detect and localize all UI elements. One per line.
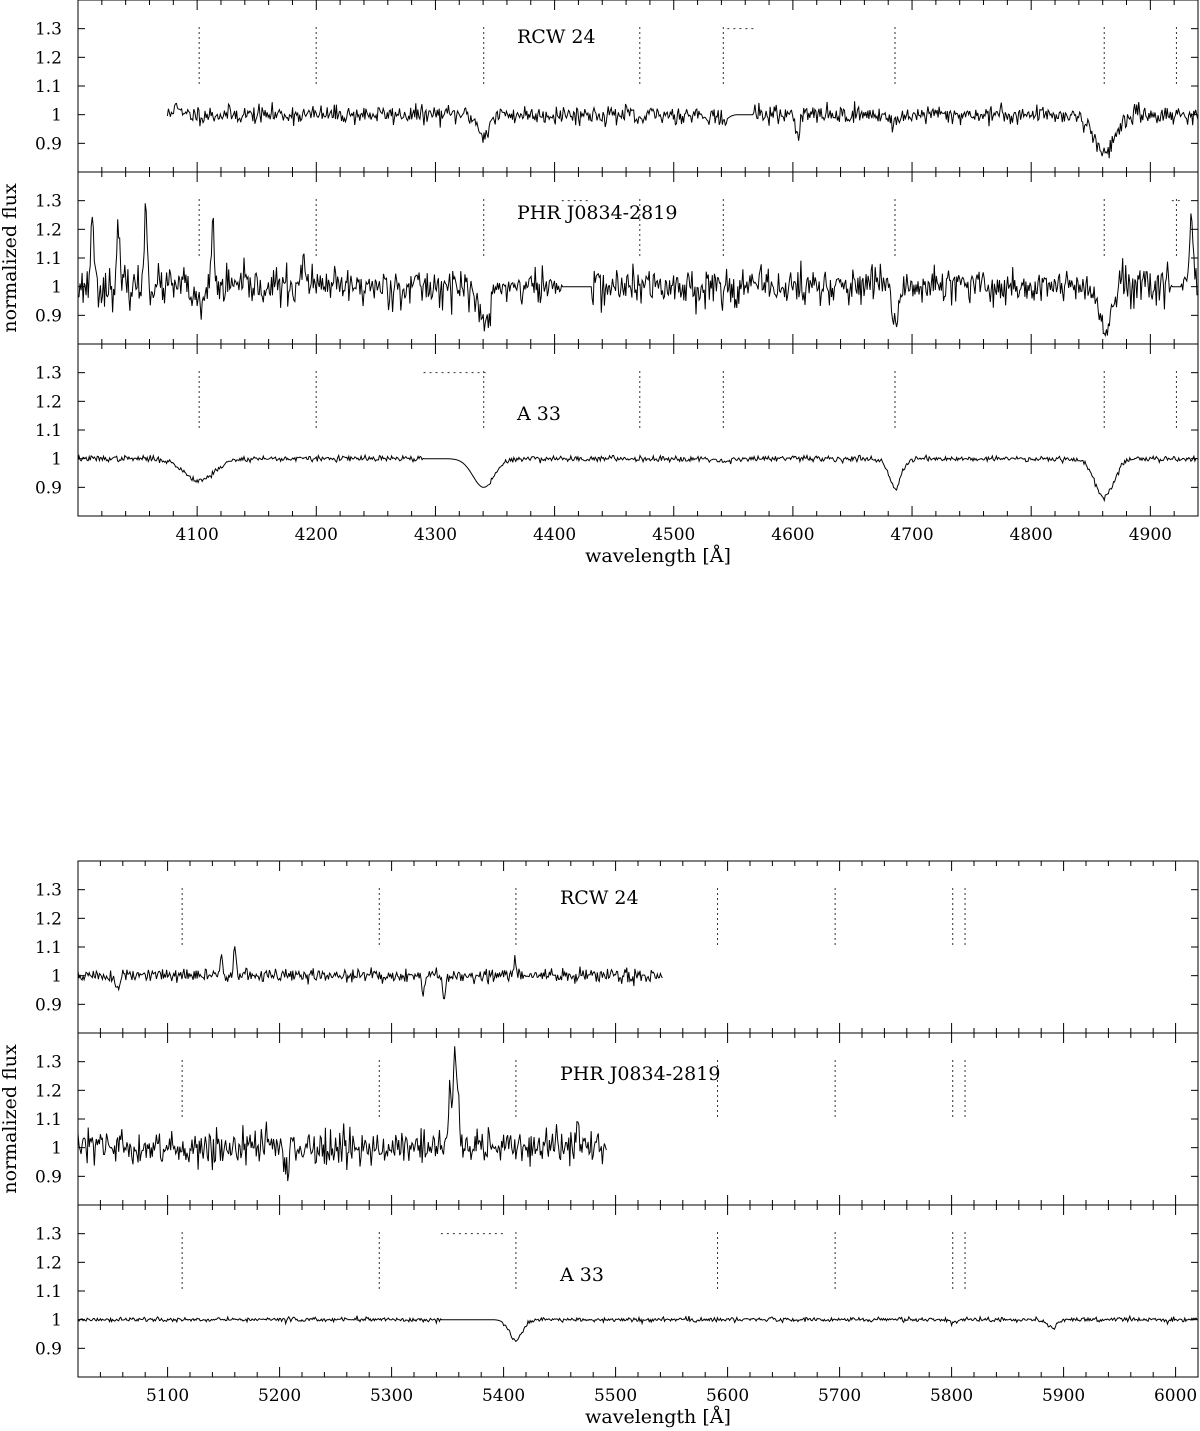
x-tick-label: 4200	[295, 525, 338, 545]
y-tick-label: 1.2	[35, 392, 62, 412]
object-label: PHR J0834-2819	[560, 1063, 720, 1085]
x-tick-label: 4500	[652, 525, 695, 545]
y-tick-label: 1.3	[35, 20, 62, 40]
y-tick-label: 1.3	[35, 1225, 62, 1245]
x-tick-label: 4700	[890, 525, 933, 545]
spectrum-line	[166, 101, 1199, 159]
x-tick-label: 5700	[818, 1386, 861, 1406]
y-tick-label: 0.9	[35, 1339, 62, 1359]
y-tick-label: 1.1	[35, 938, 62, 958]
panel-frame	[77, 171, 1199, 345]
x-tick-label: 5400	[482, 1386, 525, 1406]
y-tick-label: 1	[51, 450, 62, 470]
y-tick-label: 1.3	[35, 192, 62, 212]
x-tick-label: 5500	[594, 1386, 637, 1406]
spectrum-panel: 0.9 1 1.1 1.2 1.3 A 33	[35, 343, 1199, 517]
x-axis-title: wavelength [Å]	[585, 545, 731, 567]
y-tick-label: 1.2	[35, 220, 62, 240]
y-tick-label: 1.3	[35, 1053, 62, 1073]
spectra-figure-blue: 0.9 1 1.1 1.2 1.3 RCW 24 0.9 1 1.1 1.2 1.3 PHR J083…	[0, 0, 1199, 567]
spectrum-line	[77, 1046, 607, 1182]
object-label: PHR J0834-2819	[517, 202, 677, 224]
y-tick-label: 1.1	[35, 1282, 62, 1302]
object-label: RCW 24	[517, 26, 596, 48]
panel-frame	[77, 1032, 1199, 1206]
y-tick-label: 1.2	[35, 909, 62, 929]
panel-frame	[77, 0, 1199, 173]
x-tick-label: 4600	[771, 525, 814, 545]
y-tick-label: 1.3	[35, 364, 62, 384]
spectrum-panel: 0.9 1 1.1 1.2 1.3 RCW 24	[35, 0, 1199, 173]
y-tick-label: 1	[51, 1311, 62, 1331]
panel-frame	[77, 343, 1199, 517]
x-tick-label: 5100	[146, 1386, 189, 1406]
y-tick-label: 1.1	[35, 249, 62, 269]
spectrum-panel: 0.9 1 1.1 1.2 1.3 PHR J0834-2819	[35, 1032, 1199, 1206]
x-tick-label: 4300	[414, 525, 457, 545]
x-tick-label: 5800	[930, 1386, 973, 1406]
x-tick-label: 5300	[370, 1386, 413, 1406]
panel-frame	[77, 1204, 1199, 1378]
x-tick-label: 4400	[533, 525, 576, 545]
y-tick-label: 1	[51, 278, 62, 298]
spectrum-panel: 0.9 1 1.1 1.2 1.3 PHR J0834-2819	[35, 171, 1199, 345]
y-tick-label: 1.1	[35, 421, 62, 441]
y-tick-label: 1.1	[35, 1110, 62, 1130]
spectrum-line	[77, 1314, 1198, 1343]
x-tick-label: 5900	[1042, 1386, 1085, 1406]
spectra-figure-red: 0.9 1 1.1 1.2 1.3 RCW 24 0.9 1 1.1 1.2 1.3 PHR J083…	[0, 860, 1199, 1428]
spectrum-line	[77, 453, 1198, 503]
y-tick-label: 0.9	[35, 134, 62, 154]
x-tick-label: 4900	[1129, 525, 1172, 545]
y-tick-label: 0.9	[35, 1167, 62, 1187]
y-tick-label: 1	[51, 1139, 62, 1159]
y-tick-label: 0.9	[35, 995, 62, 1015]
y-axis-title: normalized flux	[0, 183, 21, 333]
y-tick-label: 1.1	[35, 77, 62, 97]
y-tick-label: 0.9	[35, 478, 62, 498]
y-tick-label: 1	[51, 967, 62, 987]
object-label: A 33	[516, 403, 561, 425]
y-tick-label: 1.3	[35, 881, 62, 901]
y-tick-label: 0.9	[35, 306, 62, 326]
x-tick-label: 5600	[706, 1386, 749, 1406]
object-label: A 33	[559, 1264, 604, 1286]
spectrum-line	[77, 203, 1198, 338]
x-tick-label: 6000	[1154, 1386, 1197, 1406]
x-axis-title: wavelength [Å]	[585, 1406, 731, 1428]
spectrum-line	[77, 946, 663, 1000]
y-axis-title: normalized flux	[0, 1044, 21, 1194]
y-tick-label: 1	[51, 106, 62, 126]
object-label: RCW 24	[560, 887, 639, 909]
x-tick-label: 5200	[258, 1386, 301, 1406]
y-tick-label: 1.2	[35, 48, 62, 68]
spectrum-panel: 0.9 1 1.1 1.2 1.3 RCW 24	[35, 860, 1199, 1034]
y-tick-label: 1.2	[35, 1253, 62, 1273]
x-tick-label: 4100	[176, 525, 219, 545]
y-tick-label: 1.2	[35, 1081, 62, 1101]
x-tick-label: 4800	[1010, 525, 1053, 545]
spectrum-panel: 0.9 1 1.1 1.2 1.3 A 33	[35, 1204, 1199, 1378]
